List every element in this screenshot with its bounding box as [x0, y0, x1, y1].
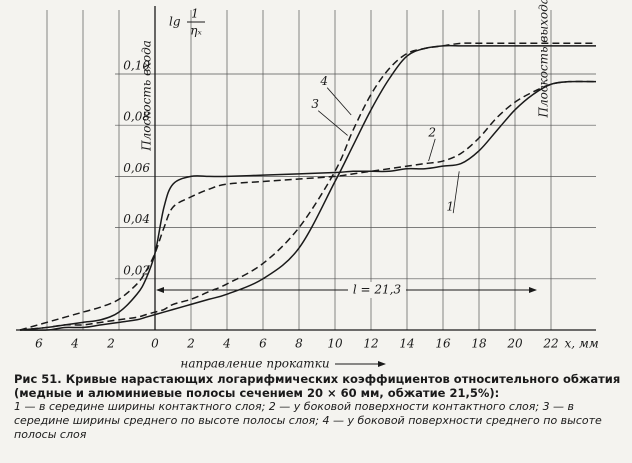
- length-label: l = 21,3: [353, 283, 402, 297]
- curve-label: 2: [427, 125, 436, 139]
- x-tick-label: 12: [363, 337, 378, 351]
- exit-plane-label: Плоскость выхода: [536, 0, 550, 119]
- x-tick-label: 16: [435, 337, 451, 351]
- x-tick-label: 6: [259, 337, 267, 351]
- x-direction-label: направление прокатки: [180, 357, 329, 371]
- curve-label-leader: [428, 138, 436, 162]
- x-tick-label: 20: [506, 337, 523, 351]
- curve-label-leader: [317, 110, 348, 136]
- x-tick-label: 18: [471, 337, 487, 351]
- curve: [19, 80, 597, 331]
- x-tick-label: 14: [399, 337, 414, 351]
- curve-label-leader: [452, 171, 460, 214]
- caption-item-text: 2 — у боковой поверхности контактного сл…: [268, 400, 540, 413]
- caption-text: Кривые нарастающих логарифмических коэфф…: [14, 372, 621, 400]
- length-label-bg: [348, 282, 406, 298]
- curve: [19, 42, 596, 331]
- caption-head: Рис 51. Кривые нарастающих логарифмическ…: [14, 372, 622, 400]
- caption-item-text: 1 — в середине ширины контактного слоя;: [14, 400, 266, 413]
- y-label-numerator: 1: [191, 7, 199, 21]
- curve-label: 1: [446, 200, 454, 214]
- x-tick-label: 2: [106, 337, 115, 351]
- x-tick-label: 0: [151, 337, 159, 351]
- curve-label: 3: [311, 97, 319, 111]
- y-tick-label: 0,02: [123, 263, 150, 277]
- x-tick-label: 4: [222, 337, 231, 351]
- figure-number: Рис 51.: [14, 372, 62, 386]
- chart: 6 4 2 0 2 4 6 8 10 12 14 16 18 20 220,020,040,060,080,…: [16, 0, 599, 371]
- x-tick-label: 4: [70, 337, 79, 351]
- caption-item-text: 4 — у боковой поверхности среднего по вы…: [14, 414, 602, 441]
- x-tick-label: 2: [186, 337, 195, 351]
- y-tick-label: 0,04: [123, 212, 150, 226]
- y-label-prefix: lg: [169, 15, 181, 29]
- y-label-denominator: ηₓ: [190, 24, 202, 38]
- entry-plane-label: Плоскость входа: [140, 40, 154, 152]
- x-tick-label: 22: [542, 337, 558, 351]
- curve-label-leader: [326, 87, 352, 116]
- x-tick-label: 10: [327, 337, 343, 351]
- caption: Рис 51. Кривые нарастающих логарифмическ…: [14, 372, 622, 442]
- x-tick-label: 8: [295, 337, 303, 351]
- caption-item-text: 3 — в середине ширины среднего по высоте…: [14, 400, 575, 427]
- x-unit-label: x, мм: [564, 337, 598, 351]
- y-tick-label: 0,08: [123, 110, 150, 124]
- caption-item: 1 — в середине ширины контактного слоя; …: [14, 400, 622, 442]
- y-tick-label: 0,06: [123, 161, 150, 175]
- curve: [19, 80, 597, 331]
- curve: [19, 44, 596, 331]
- curve-label: 4: [319, 74, 328, 88]
- x-tick-label: 6: [35, 337, 43, 351]
- y-tick-label: 0,10: [123, 59, 150, 73]
